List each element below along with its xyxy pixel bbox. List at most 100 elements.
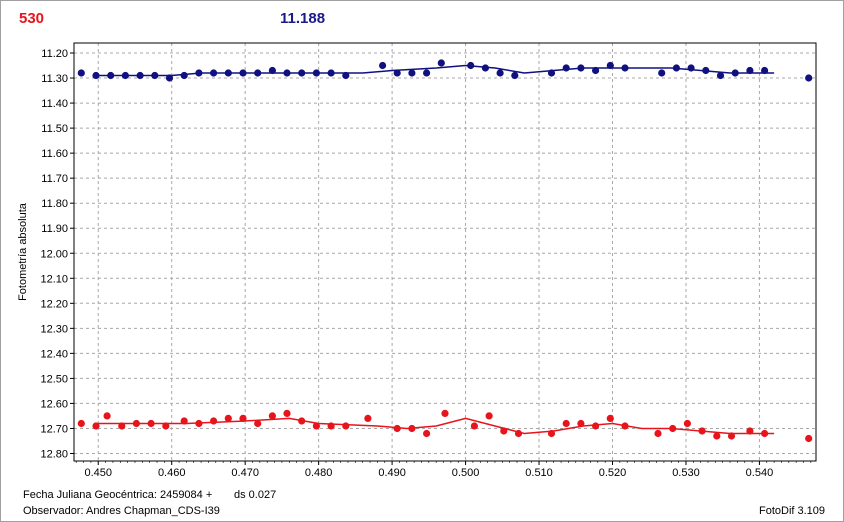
data-point bbox=[239, 69, 247, 77]
data-point bbox=[562, 64, 570, 72]
data-point bbox=[180, 71, 188, 80]
data-point bbox=[77, 69, 85, 77]
y-tick-label: 11.60 bbox=[41, 148, 68, 160]
y-tick-label: 11.30 bbox=[41, 73, 68, 85]
header-right-value: 11.188 bbox=[280, 10, 326, 27]
data-point bbox=[716, 71, 725, 80]
y-tick-label: 12.50 bbox=[40, 373, 68, 385]
data-point bbox=[92, 422, 100, 430]
data-point bbox=[511, 71, 519, 80]
data-point bbox=[162, 422, 170, 430]
data-point bbox=[805, 74, 813, 82]
data-point bbox=[687, 64, 695, 72]
x-tick-label: 0.470 bbox=[231, 467, 259, 479]
data-point bbox=[195, 419, 203, 428]
observer-label: Observador: Andres Chapman_CDS-I39 bbox=[23, 505, 220, 517]
data-point bbox=[77, 419, 85, 428]
data-point bbox=[698, 427, 706, 435]
data-point bbox=[283, 409, 291, 417]
y-tick-label: 11.50 bbox=[41, 123, 68, 135]
header-left-value: 530 bbox=[19, 10, 45, 27]
y-tick-label: 11.70 bbox=[41, 173, 68, 185]
data-point bbox=[210, 69, 218, 77]
x-tick-label: 0.450 bbox=[84, 467, 112, 479]
data-point bbox=[342, 71, 350, 80]
data-point bbox=[761, 429, 769, 438]
data-point bbox=[441, 409, 449, 417]
fit-line bbox=[96, 417, 775, 435]
data-point bbox=[423, 429, 431, 438]
axis-ticks: 11.20 11.30 11.40 11.50 11.60 11.70 11.80 11.90… bbox=[40, 48, 812, 479]
data-point bbox=[298, 417, 306, 425]
y-tick-label: 12.60 bbox=[40, 398, 68, 410]
y-tick-label: 11.90 bbox=[41, 223, 68, 235]
data-point bbox=[683, 419, 692, 428]
y-tick-label: 12.80 bbox=[40, 448, 68, 460]
data-point bbox=[577, 64, 585, 72]
x-tick-label: 0.540 bbox=[746, 467, 774, 479]
data-point bbox=[393, 69, 401, 77]
x-tick-label: 0.530 bbox=[672, 467, 700, 479]
data-point bbox=[268, 66, 276, 75]
data-point bbox=[606, 414, 614, 422]
y-tick-label: 11.20 bbox=[41, 48, 68, 60]
data-point bbox=[132, 419, 140, 428]
data-point bbox=[672, 64, 681, 72]
y-tick-label: 11.80 bbox=[41, 198, 68, 210]
data-point bbox=[481, 64, 489, 72]
data-point bbox=[746, 427, 754, 435]
data-point bbox=[669, 424, 677, 433]
x-tick-label: 0.510 bbox=[525, 467, 553, 479]
data-point bbox=[147, 419, 155, 428]
data-point bbox=[224, 69, 232, 77]
data-point bbox=[92, 71, 100, 80]
data-point bbox=[437, 59, 445, 67]
data-point bbox=[379, 61, 387, 70]
data-point bbox=[393, 424, 401, 433]
data-point bbox=[254, 419, 262, 428]
data-point bbox=[180, 417, 188, 425]
data-point bbox=[470, 422, 478, 430]
data-point bbox=[746, 66, 754, 75]
y-tick-label: 11.40 bbox=[41, 98, 68, 110]
x-tick-label: 0.460 bbox=[158, 467, 186, 479]
software-label: FotoDif 3.109 bbox=[759, 505, 826, 517]
data-point bbox=[547, 429, 556, 438]
data-point bbox=[592, 66, 600, 75]
series-1 bbox=[77, 59, 813, 82]
data-point bbox=[514, 429, 523, 438]
data-point bbox=[312, 422, 320, 430]
data-point bbox=[283, 69, 291, 77]
data-point bbox=[423, 69, 431, 77]
data-point bbox=[621, 64, 629, 72]
data-point bbox=[103, 412, 111, 420]
data-point bbox=[761, 66, 769, 75]
data-point bbox=[727, 432, 736, 440]
data-point bbox=[239, 414, 247, 422]
data-point bbox=[658, 69, 666, 77]
data-point bbox=[224, 414, 232, 422]
x-tick-label: 0.480 bbox=[305, 467, 333, 479]
series-2 bbox=[77, 409, 813, 443]
data-point bbox=[805, 434, 813, 443]
data-point bbox=[467, 61, 475, 70]
data-point bbox=[577, 419, 585, 428]
data-point bbox=[107, 71, 115, 80]
data-point bbox=[121, 71, 129, 80]
data-point bbox=[496, 69, 504, 77]
data-point bbox=[165, 74, 174, 82]
data-point bbox=[592, 422, 600, 430]
data-point bbox=[151, 71, 159, 80]
x-tick-label: 0.520 bbox=[599, 467, 627, 479]
x-tick-label: 0.500 bbox=[452, 467, 480, 479]
y-tick-label: 12.30 bbox=[40, 323, 68, 335]
y-axis-label: Fotometría absoluta bbox=[17, 202, 29, 301]
data-point bbox=[254, 69, 262, 77]
data-point bbox=[562, 419, 570, 428]
y-tick-label: 12.20 bbox=[40, 298, 68, 310]
data-point bbox=[485, 412, 493, 420]
data-point bbox=[606, 61, 614, 70]
data-point bbox=[327, 69, 335, 77]
grid bbox=[74, 43, 816, 461]
data-point bbox=[621, 422, 629, 430]
